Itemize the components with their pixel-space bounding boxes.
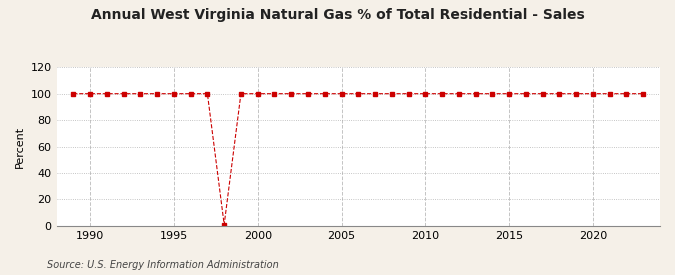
Text: Annual West Virginia Natural Gas % of Total Residential - Sales: Annual West Virginia Natural Gas % of To… bbox=[90, 8, 585, 22]
Y-axis label: Percent: Percent bbox=[15, 125, 25, 168]
Text: Source: U.S. Energy Information Administration: Source: U.S. Energy Information Administ… bbox=[47, 260, 279, 270]
